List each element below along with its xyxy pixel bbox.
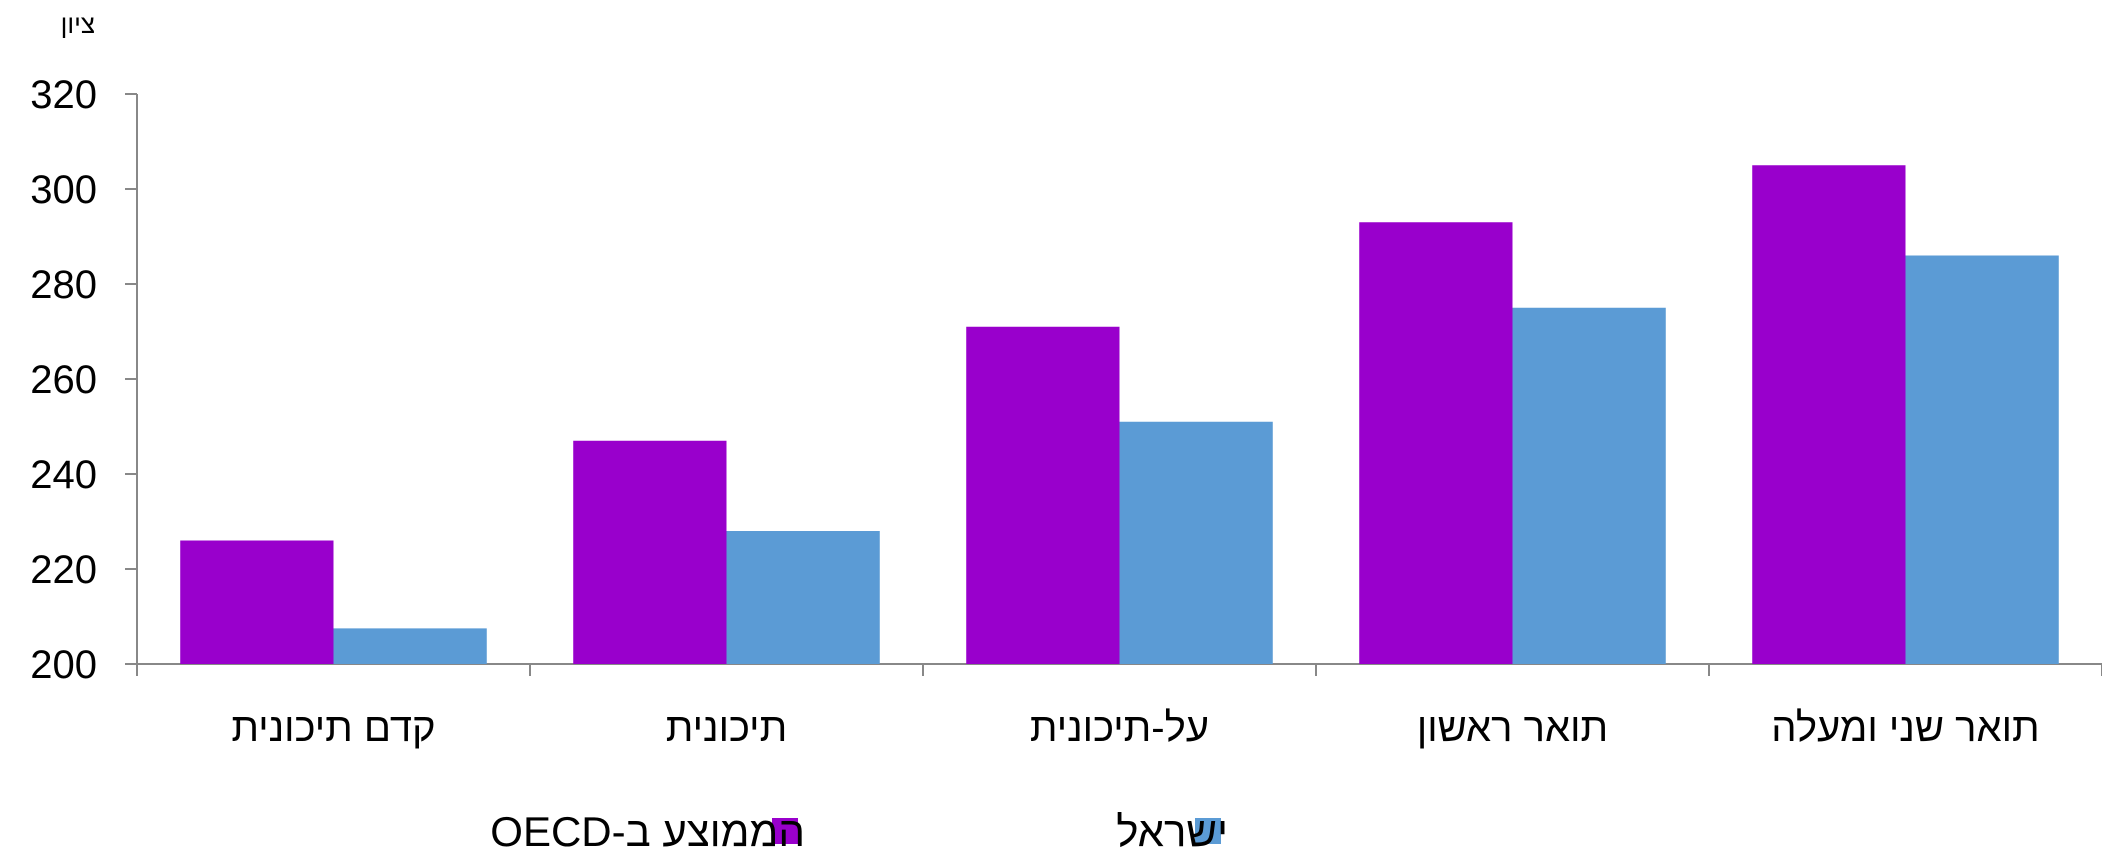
bar-israel-1 — [726, 531, 880, 664]
bars — [180, 165, 2059, 664]
legend-label-israel: ישראל — [1116, 808, 1228, 853]
bar-oecd-1 — [573, 440, 727, 664]
bar-israel-3 — [1512, 307, 1666, 664]
y-tick-label: 280 — [30, 263, 97, 307]
legend: הממוצע ב-OECD ישראל — [490, 808, 1228, 853]
bar-oecd-4 — [1752, 165, 1906, 664]
x-category-label: על-תיכונית — [1030, 706, 1209, 750]
x-category-label: תואר ראשון — [1417, 706, 1608, 750]
bar-oecd-2 — [966, 326, 1120, 664]
bar-oecd-0 — [180, 540, 334, 664]
y-ticks: 200 220 240 260 280 300 320 — [30, 73, 137, 687]
bar-israel-4 — [1905, 255, 2059, 664]
x-category-label: תואר שני ומעלה — [1771, 706, 2039, 750]
y-tick-label: 220 — [30, 548, 97, 592]
x-category-label: תיכונית — [666, 706, 787, 750]
bar-oecd-3 — [1359, 222, 1513, 664]
y-axis-title: ציון — [61, 9, 95, 39]
y-tick-label: 200 — [30, 643, 97, 687]
y-tick-label: 300 — [30, 168, 97, 212]
bar-israel-0 — [333, 628, 487, 664]
bar-israel-2 — [1119, 421, 1273, 664]
legend-swatch-israel — [1195, 818, 1221, 844]
x-ticks: קדם תיכונית תיכונית על-תיכונית תואר ראשון תו… — [136, 664, 2102, 750]
legend-swatch-oecd — [772, 818, 798, 844]
y-tick-label: 260 — [30, 358, 97, 402]
legend-label-oecd: הממוצע ב-OECD — [490, 808, 805, 853]
y-tick-label: 320 — [30, 73, 97, 117]
y-tick-label: 240 — [30, 453, 97, 497]
x-category-label: קדם תיכונית — [231, 706, 435, 750]
